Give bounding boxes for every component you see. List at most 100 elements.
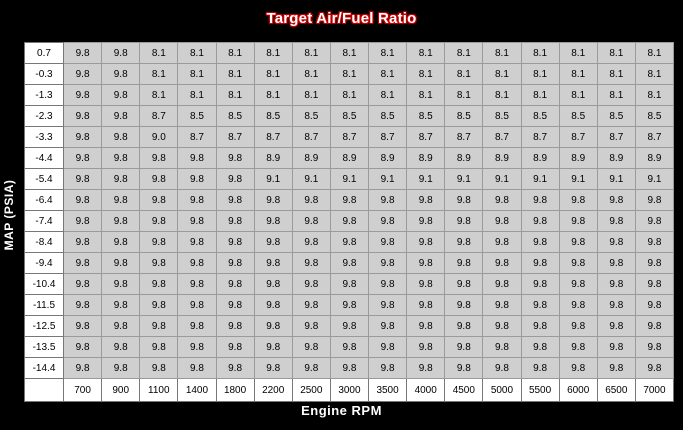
afr-cell[interactable]: 8.1 [406,84,446,106]
afr-cell[interactable]: 9.8 [215,273,255,295]
afr-cell[interactable]: 9.8 [596,357,636,379]
afr-cell[interactable]: 8.5 [253,105,293,127]
afr-cell[interactable]: 9.8 [558,273,598,295]
afr-cell[interactable]: 9.8 [177,315,217,337]
afr-cell[interactable]: 9.8 [634,252,675,274]
afr-cell[interactable]: 9.8 [406,231,446,253]
afr-cell[interactable]: 9.8 [558,357,598,379]
afr-cell[interactable]: 8.1 [558,84,598,106]
afr-cell[interactable]: 9.8 [177,210,217,232]
afr-cell[interactable]: 8.7 [291,126,331,148]
afr-cell[interactable]: 9.8 [62,357,103,379]
afr-cell[interactable]: 9.8 [139,336,179,358]
afr-cell[interactable]: 9.8 [482,315,522,337]
afr-cell[interactable]: 8.5 [482,105,522,127]
afr-cell[interactable]: 8.5 [520,105,560,127]
afr-cell[interactable]: 8.1 [215,42,255,64]
afr-cell[interactable]: 9.8 [634,336,675,358]
afr-cell[interactable]: 9.8 [329,315,370,337]
afr-cell[interactable]: 9.1 [520,168,560,190]
afr-cell[interactable]: 9.8 [62,273,103,295]
afr-cell[interactable]: 8.1 [253,84,293,106]
afr-cell[interactable]: 8.7 [329,126,370,148]
afr-cell[interactable]: 9.8 [482,294,522,316]
afr-cell[interactable]: 9.8 [444,189,484,211]
afr-cell[interactable]: 9.8 [558,189,598,211]
afr-cell[interactable]: 9.8 [215,336,255,358]
afr-cell[interactable]: 9.8 [520,294,560,316]
afr-cell[interactable]: 9.8 [367,252,408,274]
afr-cell[interactable]: 9.8 [444,252,484,274]
afr-cell[interactable]: 8.7 [634,126,675,148]
afr-cell[interactable]: 9.8 [177,357,217,379]
afr-cell[interactable]: 9.8 [329,294,370,316]
afr-cell[interactable]: 9.8 [596,315,636,337]
afr-cell[interactable]: 9.8 [406,252,446,274]
afr-cell[interactable]: 9.8 [406,273,446,295]
afr-cell[interactable]: 8.5 [329,105,370,127]
afr-cell[interactable]: 9.8 [367,315,408,337]
afr-cell[interactable]: 9.8 [634,210,675,232]
afr-cell[interactable]: 9.8 [253,315,293,337]
afr-cell[interactable]: 8.1 [367,84,408,106]
afr-cell[interactable]: 9.8 [253,336,293,358]
afr-cell[interactable]: 9.8 [367,231,408,253]
afr-cell[interactable]: 8.9 [253,147,293,169]
afr-cell[interactable]: 9.8 [444,231,484,253]
afr-cell[interactable]: 9.8 [329,189,370,211]
afr-cell[interactable]: 9.8 [482,357,522,379]
afr-cell[interactable]: 9.8 [444,210,484,232]
afr-cell[interactable]: 9.8 [101,357,141,379]
afr-cell[interactable]: 8.1 [482,42,522,64]
afr-cell[interactable]: 9.8 [139,252,179,274]
afr-cell[interactable]: 9.8 [177,273,217,295]
afr-cell[interactable]: 9.8 [101,168,141,190]
afr-cell[interactable]: 9.8 [101,231,141,253]
afr-cell[interactable]: 8.1 [444,63,484,85]
afr-cell[interactable]: 9.8 [62,189,103,211]
afr-cell[interactable]: 8.1 [291,42,331,64]
afr-cell[interactable]: 9.8 [520,315,560,337]
afr-cell[interactable]: 8.1 [406,42,446,64]
afr-cell[interactable]: 9.8 [101,189,141,211]
afr-cell[interactable]: 9.8 [596,210,636,232]
afr-cell[interactable]: 8.7 [367,126,408,148]
afr-cell[interactable]: 9.1 [253,168,293,190]
afr-cell[interactable]: 9.8 [253,294,293,316]
afr-cell[interactable]: 9.8 [62,147,103,169]
afr-cell[interactable]: 9.8 [634,357,675,379]
afr-cell[interactable]: 9.8 [558,210,598,232]
afr-cell[interactable]: 9.8 [482,273,522,295]
afr-cell[interactable]: 9.8 [520,273,560,295]
afr-cell[interactable]: 9.8 [291,252,331,274]
afr-cell[interactable]: 9.8 [215,252,255,274]
afr-cell[interactable]: 8.5 [406,105,446,127]
afr-cell[interactable]: 9.8 [177,252,217,274]
afr-cell[interactable]: 9.8 [444,357,484,379]
afr-cell[interactable]: 9.8 [329,357,370,379]
afr-cell[interactable]: 8.9 [520,147,560,169]
afr-cell[interactable]: 9.8 [101,294,141,316]
afr-cell[interactable]: 9.8 [596,294,636,316]
afr-cell[interactable]: 9.8 [62,126,103,148]
afr-cell[interactable]: 9.8 [139,210,179,232]
afr-cell[interactable]: 8.9 [634,147,675,169]
afr-cell[interactable]: 8.1 [444,42,484,64]
afr-cell[interactable]: 8.1 [329,63,370,85]
afr-cell[interactable]: 9.8 [558,231,598,253]
afr-cell[interactable]: 9.8 [215,294,255,316]
afr-cell[interactable]: 9.8 [101,126,141,148]
afr-cell[interactable]: 8.1 [177,42,217,64]
afr-cell[interactable]: 9.8 [367,273,408,295]
afr-cell[interactable]: 9.8 [62,105,103,127]
afr-cell[interactable]: 9.1 [634,168,675,190]
afr-cell[interactable]: 9.8 [101,63,141,85]
afr-cell[interactable]: 9.8 [367,210,408,232]
afr-cell[interactable]: 9.8 [444,273,484,295]
afr-cell[interactable]: 9.8 [482,210,522,232]
afr-cell[interactable]: 9.8 [367,357,408,379]
afr-cell[interactable]: 9.8 [139,168,179,190]
afr-cell[interactable]: 9.8 [101,84,141,106]
afr-cell[interactable]: 9.8 [520,231,560,253]
afr-cell[interactable]: 9.1 [329,168,370,190]
